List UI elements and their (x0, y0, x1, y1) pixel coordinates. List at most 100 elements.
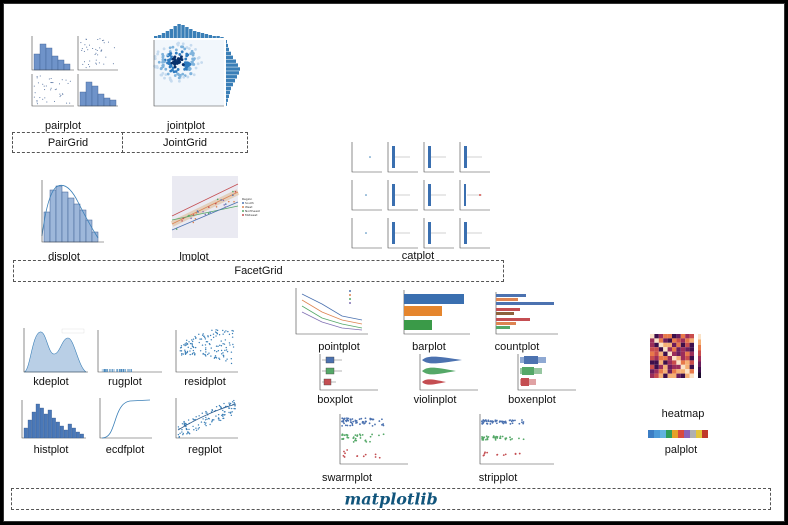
hexbin-cell (183, 61, 187, 65)
marginal-bar (226, 67, 240, 71)
plot-point (232, 346, 235, 348)
plot-point (215, 415, 217, 417)
heatmap-cell (672, 360, 677, 365)
plot-point (211, 420, 213, 422)
plot-point (224, 206, 227, 208)
plot-point (220, 199, 222, 201)
heatmap-thumbnail (650, 334, 701, 378)
hexbin-cell (166, 72, 170, 76)
marginal-bar (220, 37, 224, 38)
heatmap-cell (654, 364, 659, 370)
plot-point (231, 336, 234, 338)
plot-point (209, 334, 212, 337)
plot-point (101, 40, 103, 42)
plot-point (191, 344, 193, 346)
swarm-point (374, 423, 376, 426)
plot-point (95, 62, 97, 64)
swarm-point (346, 417, 348, 420)
swarm-point (346, 419, 349, 421)
plot-point (202, 210, 204, 213)
plot-point (181, 428, 183, 431)
hexbin-cell (182, 75, 186, 79)
plot-point (195, 337, 197, 340)
plot-point (184, 351, 187, 353)
heatmap-cell (663, 369, 668, 374)
stripplot-label: stripplot (478, 472, 518, 484)
heatmap-cell (650, 364, 655, 370)
colorbar-segment (698, 345, 701, 351)
plot-point (59, 96, 61, 98)
swarm-point (369, 435, 372, 438)
swarm-point (369, 418, 372, 421)
matplotlib-logo: matplotlib (344, 489, 438, 509)
plot-point (225, 360, 227, 362)
plot-point (215, 329, 217, 331)
plot-point (234, 190, 237, 193)
heatmap-cell (676, 342, 681, 348)
plot-point (214, 202, 217, 205)
plot-point (175, 228, 178, 230)
plot-point (228, 411, 230, 414)
heatmap-cell (689, 338, 694, 343)
heatmap-cell (654, 351, 659, 356)
strip-point (499, 420, 501, 423)
plot-point (206, 341, 209, 343)
strip-point (504, 453, 507, 456)
plot-point (188, 432, 190, 434)
heatmap-cell (672, 342, 677, 348)
marginal-bar (226, 59, 236, 63)
heatmap-cell (658, 334, 664, 339)
plot-point (205, 424, 207, 427)
strip-point (494, 420, 497, 423)
plot-point (67, 82, 69, 84)
plot-point (222, 354, 225, 357)
plot-point (81, 48, 83, 50)
swarm-point (342, 454, 345, 457)
marginal-bar (193, 31, 197, 38)
plot-point (230, 407, 233, 410)
plot-point (220, 345, 223, 347)
plot-point (223, 331, 226, 333)
swarm-point (356, 455, 358, 458)
swarm-point (351, 418, 354, 420)
heatmap-cell (685, 342, 690, 348)
heatmap-cell (680, 360, 686, 365)
plot-point (177, 433, 180, 436)
hexbin-cell (200, 61, 204, 64)
swarm-point (343, 450, 345, 453)
hexbin-cell (172, 60, 175, 64)
heatmap-cell (672, 338, 677, 343)
marginal-bar (226, 63, 238, 67)
heatmap-cell (650, 373, 655, 378)
plot-point (194, 354, 196, 356)
plot-point (42, 83, 44, 85)
heatmap-cell (689, 364, 694, 370)
marginal-bar (161, 33, 166, 38)
plot-point (45, 85, 47, 87)
plot-point (207, 417, 210, 420)
swarm-point (378, 456, 381, 459)
strip-point (489, 423, 492, 425)
swarm-point (381, 418, 383, 421)
heatmap-cell (685, 351, 690, 356)
strip-point (481, 438, 484, 441)
plot-point (94, 54, 96, 56)
marginal-bar (196, 32, 201, 38)
plot-point (227, 200, 230, 203)
boxplot-label: boxplot (317, 394, 353, 406)
palette-swatch (660, 430, 666, 438)
heatmap-label: heatmap (661, 408, 705, 420)
plot-point (232, 343, 234, 346)
plot-point (99, 38, 101, 40)
strip-point (495, 419, 498, 422)
marginal-bar (226, 82, 233, 87)
hexbin-cell (173, 74, 177, 77)
marginal-bar (226, 75, 237, 79)
plot-point (186, 350, 189, 353)
strip-point (522, 422, 525, 425)
pointplot-label: pointplot (318, 341, 360, 353)
plot-point (179, 350, 181, 352)
plot-point (97, 39, 99, 41)
heatmap-cell (667, 364, 672, 370)
hist-bar (31, 411, 36, 439)
